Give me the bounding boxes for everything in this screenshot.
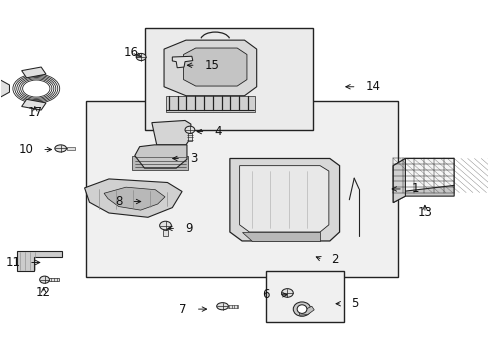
Ellipse shape [136, 53, 146, 60]
Polygon shape [229, 158, 339, 241]
Polygon shape [163, 230, 167, 236]
Polygon shape [135, 145, 186, 168]
Polygon shape [228, 305, 238, 308]
Polygon shape [132, 156, 188, 170]
Polygon shape [392, 185, 453, 203]
Polygon shape [299, 306, 314, 315]
Text: 5: 5 [350, 297, 357, 310]
Polygon shape [392, 158, 405, 203]
Text: 17: 17 [27, 106, 42, 119]
Bar [86, 101, 397, 277]
Bar [266, 271, 344, 321]
Polygon shape [242, 232, 320, 241]
Text: 6: 6 [262, 288, 269, 301]
Polygon shape [183, 48, 246, 86]
Polygon shape [165, 96, 255, 112]
Text: 3: 3 [189, 152, 197, 165]
Text: 14: 14 [365, 80, 380, 93]
Text: 10: 10 [19, 143, 33, 156]
Polygon shape [104, 187, 164, 210]
Polygon shape [66, 147, 75, 150]
Ellipse shape [159, 221, 171, 230]
Text: 15: 15 [204, 59, 219, 72]
Polygon shape [84, 179, 182, 217]
Polygon shape [163, 40, 256, 96]
Polygon shape [49, 278, 59, 281]
Ellipse shape [293, 302, 310, 316]
Polygon shape [0, 80, 9, 98]
Polygon shape [21, 99, 46, 110]
Text: 11: 11 [5, 256, 20, 269]
Ellipse shape [55, 145, 66, 152]
Ellipse shape [297, 305, 306, 314]
Polygon shape [17, 251, 62, 271]
Text: 16: 16 [123, 46, 139, 59]
Text: 4: 4 [214, 125, 222, 138]
Ellipse shape [40, 276, 49, 283]
Text: 12: 12 [36, 287, 51, 300]
Text: 8: 8 [115, 195, 122, 208]
Text: 9: 9 [184, 222, 192, 235]
Polygon shape [392, 158, 453, 193]
Polygon shape [21, 67, 46, 78]
Text: 2: 2 [330, 253, 338, 266]
Polygon shape [152, 121, 190, 145]
Polygon shape [239, 166, 328, 232]
Polygon shape [187, 134, 191, 141]
Text: 7: 7 [179, 303, 186, 316]
Bar [144, 28, 312, 130]
Text: 1: 1 [411, 183, 418, 195]
Text: 13: 13 [417, 207, 431, 220]
Ellipse shape [216, 303, 228, 310]
Ellipse shape [184, 126, 194, 134]
Polygon shape [172, 56, 192, 68]
Ellipse shape [281, 289, 293, 297]
